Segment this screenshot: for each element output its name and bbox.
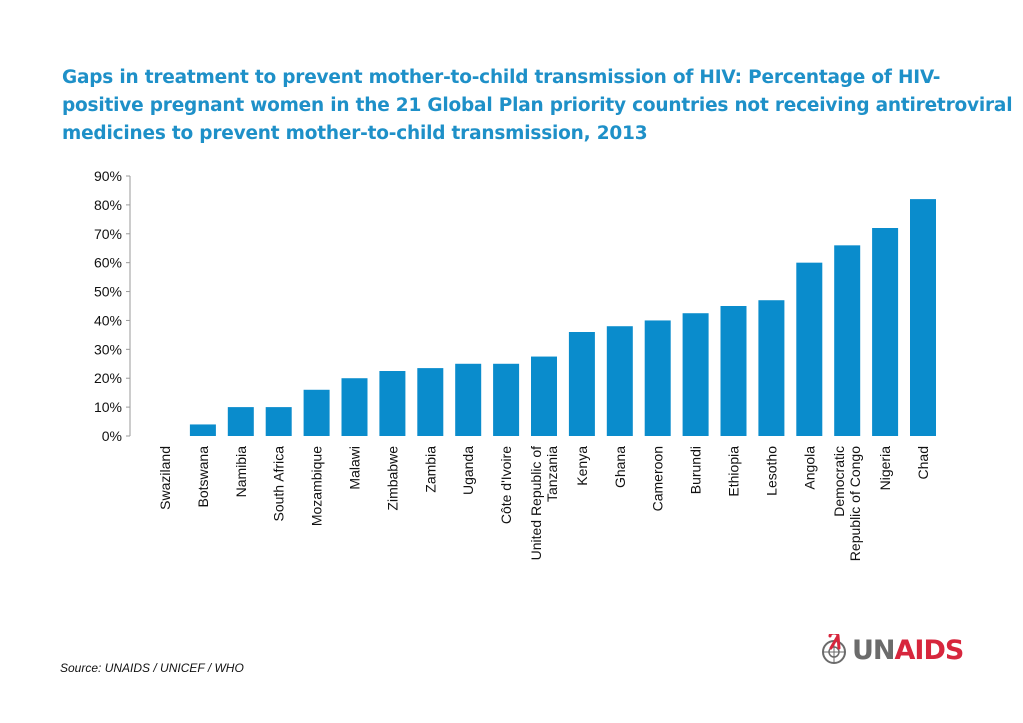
bar	[303, 389, 330, 436]
bar	[644, 320, 671, 436]
x-tick-label: Cameroon	[650, 446, 666, 511]
chart-title-line-2: positive pregnant women in the 21 Global…	[62, 95, 1013, 116]
x-tick-label: Lesotho	[763, 446, 779, 496]
x-tick-label: Namibia	[233, 446, 249, 498]
x-tick-label: Democratic	[831, 446, 847, 517]
bar	[568, 332, 595, 436]
y-tick-label: 80%	[94, 197, 122, 213]
x-tick-label: Tanzania	[544, 446, 560, 502]
x-axis-labels: Swaziland Botswana Namibia South Africa Moza…	[157, 446, 931, 561]
x-tick-label: Mozambique	[309, 446, 325, 526]
source-note: Source: UNAIDS / UNICEF / WHO	[60, 661, 244, 675]
x-tick-label: Zambia	[422, 446, 438, 493]
bar	[834, 245, 861, 436]
x-tick-label: Nigeria	[877, 446, 893, 491]
bar	[682, 313, 709, 436]
y-tick-label: 30%	[94, 341, 122, 357]
bar	[872, 228, 899, 436]
x-tick-label: Zimbabwe	[384, 446, 400, 511]
x-tick-label: Angola	[801, 446, 817, 490]
x-tick-label: Chad	[915, 446, 931, 479]
x-tick-label: United Republic of	[528, 446, 544, 561]
y-axis: 0% 10% 20% 30% 40% 50% 60% 70% 80% 90%	[94, 168, 131, 444]
x-tick-label: Côte d'Ivoire	[498, 446, 514, 524]
bar	[758, 300, 785, 436]
bar	[910, 199, 936, 436]
bar	[265, 407, 292, 436]
un-emblem-icon	[822, 631, 846, 664]
bar	[455, 363, 482, 436]
x-tick-label: South Africa	[271, 446, 287, 522]
bar	[379, 371, 406, 436]
bar	[341, 378, 368, 436]
y-tick-label: 50%	[94, 284, 122, 300]
y-tick-label: 20%	[94, 370, 122, 386]
logo-text-aids: AIDS	[894, 635, 965, 666]
x-tick-label: Republic of Congo	[847, 446, 863, 561]
y-tick-label: 10%	[94, 399, 122, 415]
x-tick-label: Uganda	[460, 446, 476, 495]
bar	[417, 368, 444, 436]
unaids-logo: UNAIDS	[818, 631, 968, 670]
logo-wordmark: UNAIDS	[852, 635, 965, 666]
y-tick-label: 70%	[94, 226, 122, 242]
x-tick-label: Malawi	[347, 446, 363, 490]
y-tick-label: 40%	[94, 312, 122, 328]
x-tick-label: Botswana	[195, 446, 211, 508]
bar	[227, 407, 254, 436]
bar	[189, 424, 216, 436]
x-tick-label: Kenya	[574, 446, 590, 486]
chart-title-line-3: medicines to prevent mother-to-child tra…	[62, 123, 648, 144]
bars-group	[189, 199, 936, 436]
x-tick-label: Ethiopia	[726, 446, 742, 497]
y-tick-label: 60%	[94, 255, 122, 271]
chart-title: Gaps in treatment to prevent mother-to-c…	[62, 64, 1013, 148]
bar	[531, 356, 557, 436]
y-tick-label: 90%	[94, 168, 122, 184]
logo-text-un: UN	[852, 635, 896, 666]
chart-title-line-1: Gaps in treatment to prevent mother-to-c…	[62, 67, 941, 88]
bar	[493, 363, 520, 436]
bar	[796, 262, 823, 436]
x-tick-label: Burundi	[688, 446, 704, 494]
x-tick-label: Ghana	[612, 446, 628, 488]
bar	[606, 326, 633, 436]
bar	[720, 306, 747, 436]
x-tick-label: Swaziland	[157, 446, 173, 510]
y-tick-label: 0%	[102, 428, 122, 444]
